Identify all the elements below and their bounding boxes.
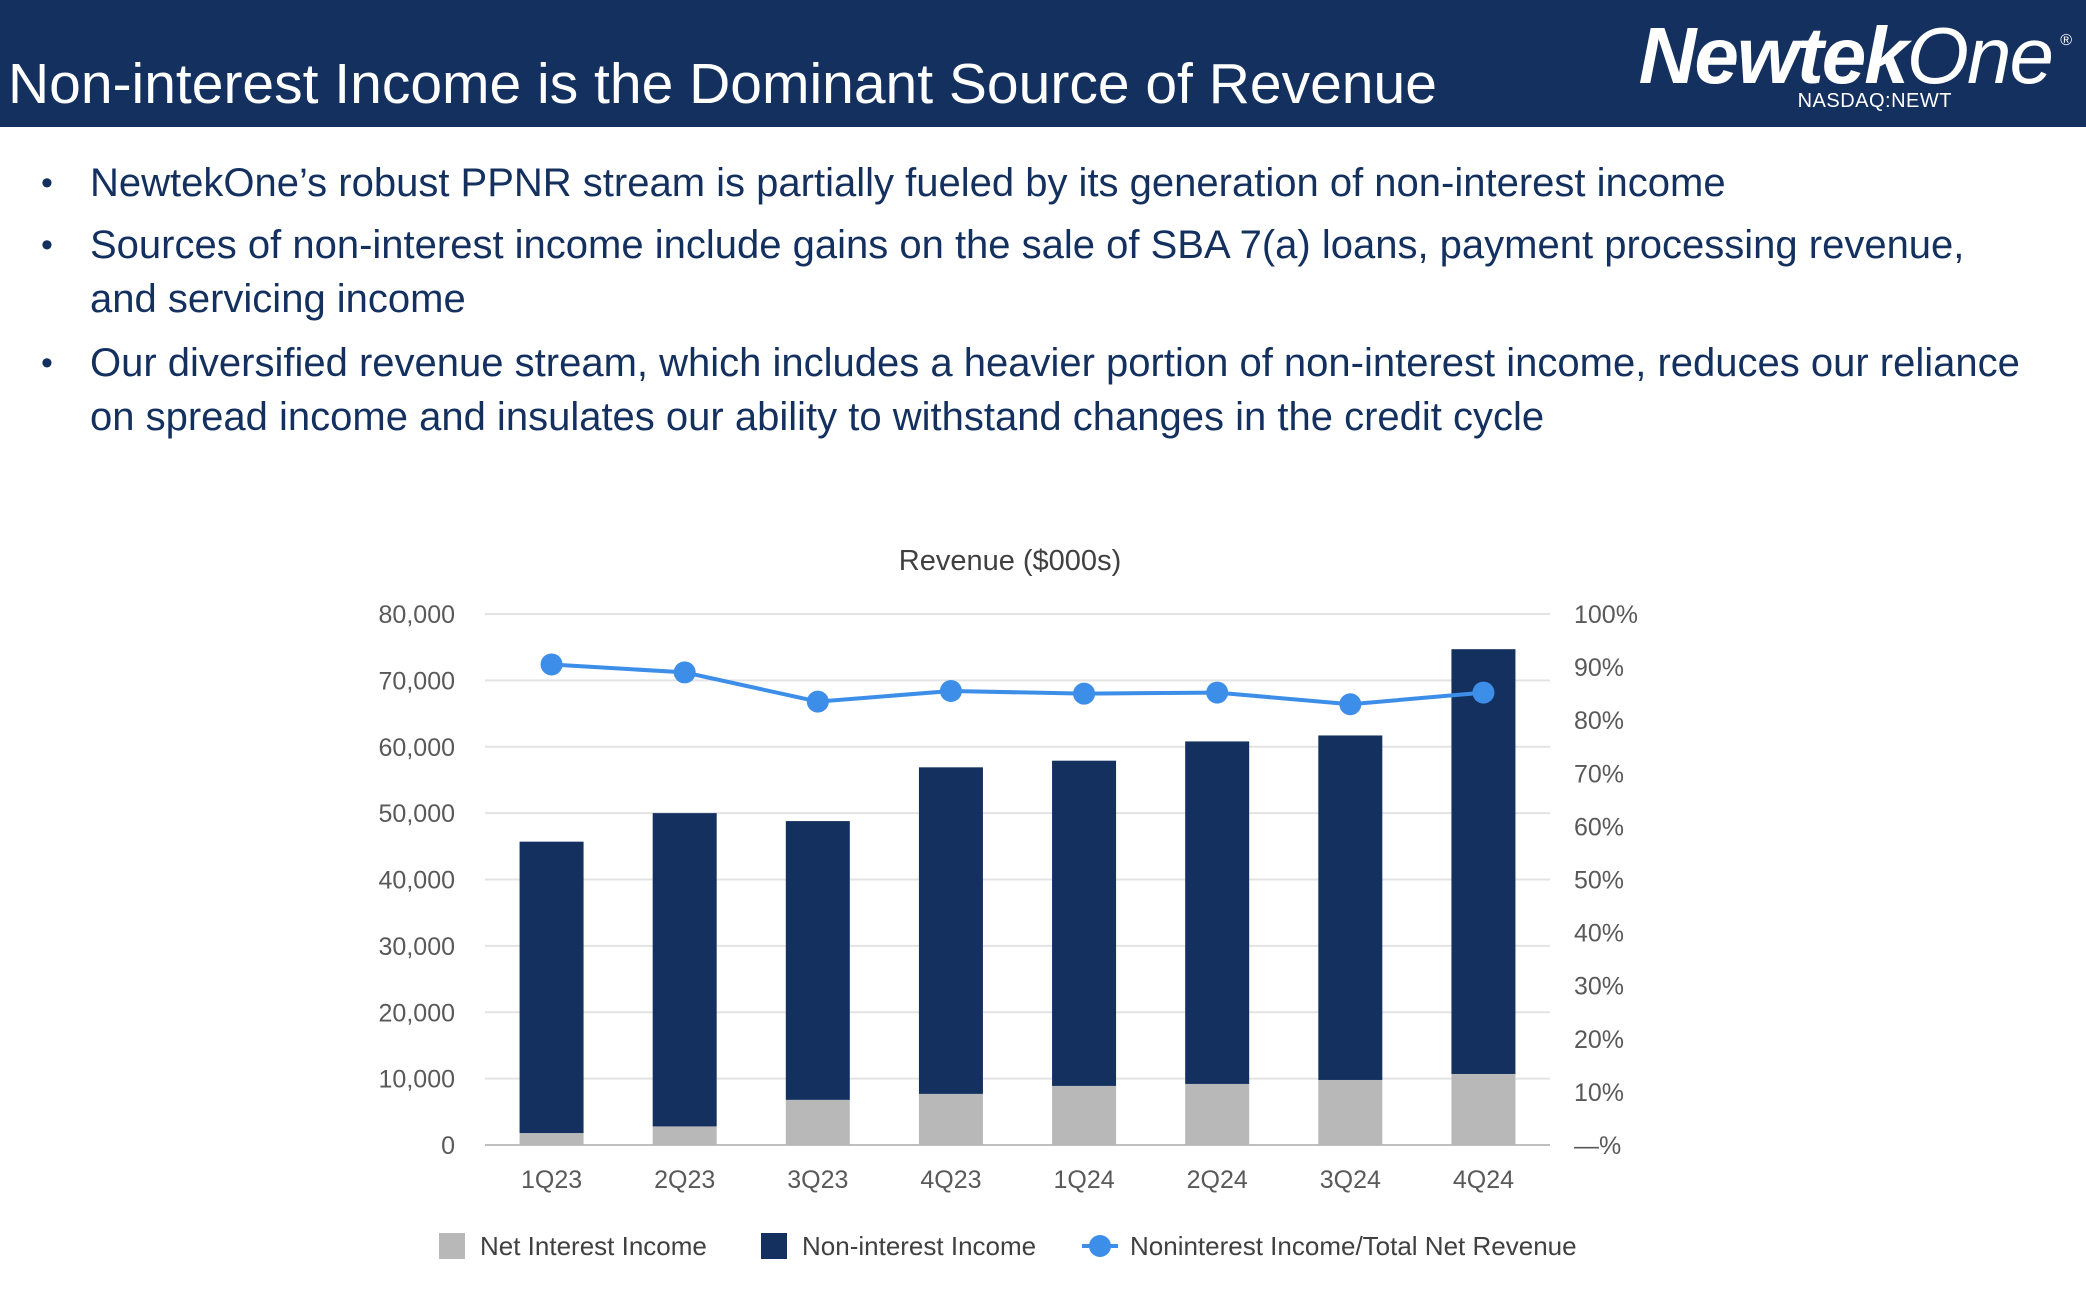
chart-title: Revenue ($000s) xyxy=(899,545,1121,577)
left-axis-tick-label: 10,000 xyxy=(379,1066,455,1094)
left-axis-tick-label: 20,000 xyxy=(379,999,455,1027)
bar-net-interest xyxy=(918,1093,983,1145)
category-label: 3Q24 xyxy=(1320,1166,1381,1194)
right-axis-tick-label: 10% xyxy=(1574,1079,1624,1107)
ratio-point xyxy=(1206,681,1229,704)
category-label: 4Q23 xyxy=(920,1166,981,1194)
ratio-line-series xyxy=(540,653,1495,716)
bar-non-interest xyxy=(1451,649,1516,1074)
bullet-item: • Sources of non-interest income include… xyxy=(41,218,2030,326)
right-axis-tick-label: 30% xyxy=(1574,973,1624,1001)
bullet-dot: • xyxy=(41,226,53,264)
logo-word-light: One xyxy=(1906,11,2054,100)
bullet-text: Sources of non-interest income include g… xyxy=(90,223,1965,321)
bar-non-interest xyxy=(652,813,717,1127)
left-axis-tick-label: 70,000 xyxy=(379,667,455,695)
bar-non-interest xyxy=(519,841,584,1134)
legend-swatch-non-interest xyxy=(761,1233,787,1259)
bar-net-interest xyxy=(519,1133,584,1145)
category-label: 4Q24 xyxy=(1453,1166,1514,1194)
ratio-point xyxy=(1339,693,1362,716)
chart-legend: Net Interest Income Non-interest Income … xyxy=(439,1231,1577,1261)
logo-wordmark: NewtekOne xyxy=(1638,10,2054,102)
bullet-item: • Our diversified revenue stream, which … xyxy=(41,336,2030,444)
right-axis-tick-label: 100% xyxy=(1574,601,1638,629)
category-label: 1Q23 xyxy=(521,1166,582,1194)
bullet-dot: • xyxy=(41,344,53,382)
logo-word-bold: Newtek xyxy=(1638,11,1909,100)
right-axis-tick-label: 80% xyxy=(1574,707,1624,735)
right-axis-tick-label: 50% xyxy=(1574,867,1624,895)
bar-net-interest xyxy=(1451,1073,1516,1145)
ticker-symbol: NASDAQ:NEWT xyxy=(1797,90,1952,112)
bar-non-interest xyxy=(1318,735,1383,1080)
bar-net-interest xyxy=(1318,1079,1383,1145)
legend-swatch-net-interest xyxy=(439,1233,465,1259)
legend-label-ratio: Noninterest Income/Total Net Revenue xyxy=(1130,1231,1577,1261)
ratio-point xyxy=(1472,681,1495,704)
bar-net-interest xyxy=(785,1099,850,1145)
left-axis-tick-label: 40,000 xyxy=(379,867,455,895)
right-axis-tick-label: 20% xyxy=(1574,1026,1624,1054)
page-title: Non-interest Income is the Dominant Sour… xyxy=(8,52,1437,116)
legend-swatch-ratio-dot xyxy=(1089,1235,1111,1257)
bullet-text: NewtekOne’s robust PPNR stream is partia… xyxy=(90,161,1726,205)
right-axis-tick-label: 90% xyxy=(1574,654,1624,682)
left-axis-ticks: 0 10,000 20,000 30,000 40,000 50,000 60,000 70,… xyxy=(379,601,455,1160)
legend-label-net-interest: Net Interest Income xyxy=(480,1231,707,1261)
bullet-dot: • xyxy=(41,164,53,202)
category-label: 2Q24 xyxy=(1187,1166,1248,1194)
bullet-text: Our diversified revenue stream, which in… xyxy=(90,341,2020,439)
header-bar: Non-interest Income is the Dominant Sour… xyxy=(0,0,2086,127)
category-label: 3Q23 xyxy=(787,1166,848,1194)
newtekone-logo: NewtekOne ® NASDAQ:NEWT xyxy=(1639,10,2072,120)
bar-net-interest xyxy=(1185,1083,1250,1145)
bar-net-interest xyxy=(652,1126,717,1145)
ratio-point xyxy=(1073,682,1096,705)
bar-non-interest xyxy=(1185,741,1250,1084)
bar-non-interest xyxy=(1052,760,1117,1086)
bar-series xyxy=(519,649,1516,1145)
right-axis-ticks: —% 10% 20% 30% 40% 50% 60% 70% 80% 90% 100% xyxy=(1574,601,1638,1160)
left-axis-tick-label: 0 xyxy=(441,1132,455,1160)
registered-mark: ® xyxy=(2060,32,2072,49)
category-axis-ticks: 1Q23 2Q23 3Q23 4Q23 1Q24 2Q24 3Q24 4Q24 xyxy=(521,1166,1514,1194)
ratio-line xyxy=(551,662,1484,707)
bar-non-interest xyxy=(785,821,850,1100)
right-axis-tick-label: 40% xyxy=(1574,920,1624,948)
left-axis-tick-label: 50,000 xyxy=(379,800,455,828)
ratio-point xyxy=(806,690,829,713)
right-axis-tick-label: 60% xyxy=(1574,813,1624,841)
bar-non-interest xyxy=(918,767,983,1094)
ratio-point xyxy=(540,653,563,676)
left-axis-tick-label: 30,000 xyxy=(379,933,455,961)
legend-label-non-interest: Non-interest Income xyxy=(802,1231,1036,1261)
ratio-point xyxy=(673,661,696,684)
bar-net-interest xyxy=(1052,1085,1117,1145)
bullet-item: • NewtekOne’s robust PPNR stream is part… xyxy=(41,156,2030,210)
category-label: 2Q23 xyxy=(654,1166,715,1194)
right-axis-tick-label: 70% xyxy=(1574,760,1624,788)
category-label: 1Q24 xyxy=(1053,1166,1114,1194)
left-axis-tick-label: 60,000 xyxy=(379,734,455,762)
right-axis-tick-label: —% xyxy=(1574,1132,1621,1160)
ratio-point xyxy=(939,679,962,702)
left-axis-tick-label: 80,000 xyxy=(379,601,455,629)
